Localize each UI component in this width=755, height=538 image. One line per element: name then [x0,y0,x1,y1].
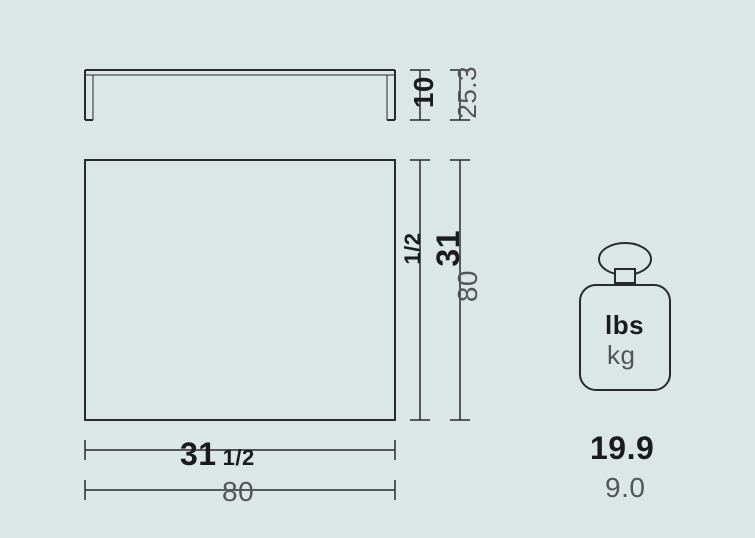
weight-lbs-label: lbs [605,310,644,341]
weight-lbs-value: 19.9 [590,430,654,467]
weight-kg-value: 9.0 [605,472,645,504]
depth-inches: 1/2 31 [400,230,467,267]
weight-kg-label: kg [607,340,635,371]
height-cm: 25.3 [452,66,483,119]
width-inches: 31 1/2 [180,436,255,473]
width-cm: 80 [222,476,254,508]
diagram-canvas: 10 25.3 1/2 31 80 31 1/2 80 lbs kg 19.9 … [0,0,755,538]
height-inches: 10 [408,76,440,108]
depth-cm: 80 [452,270,484,302]
